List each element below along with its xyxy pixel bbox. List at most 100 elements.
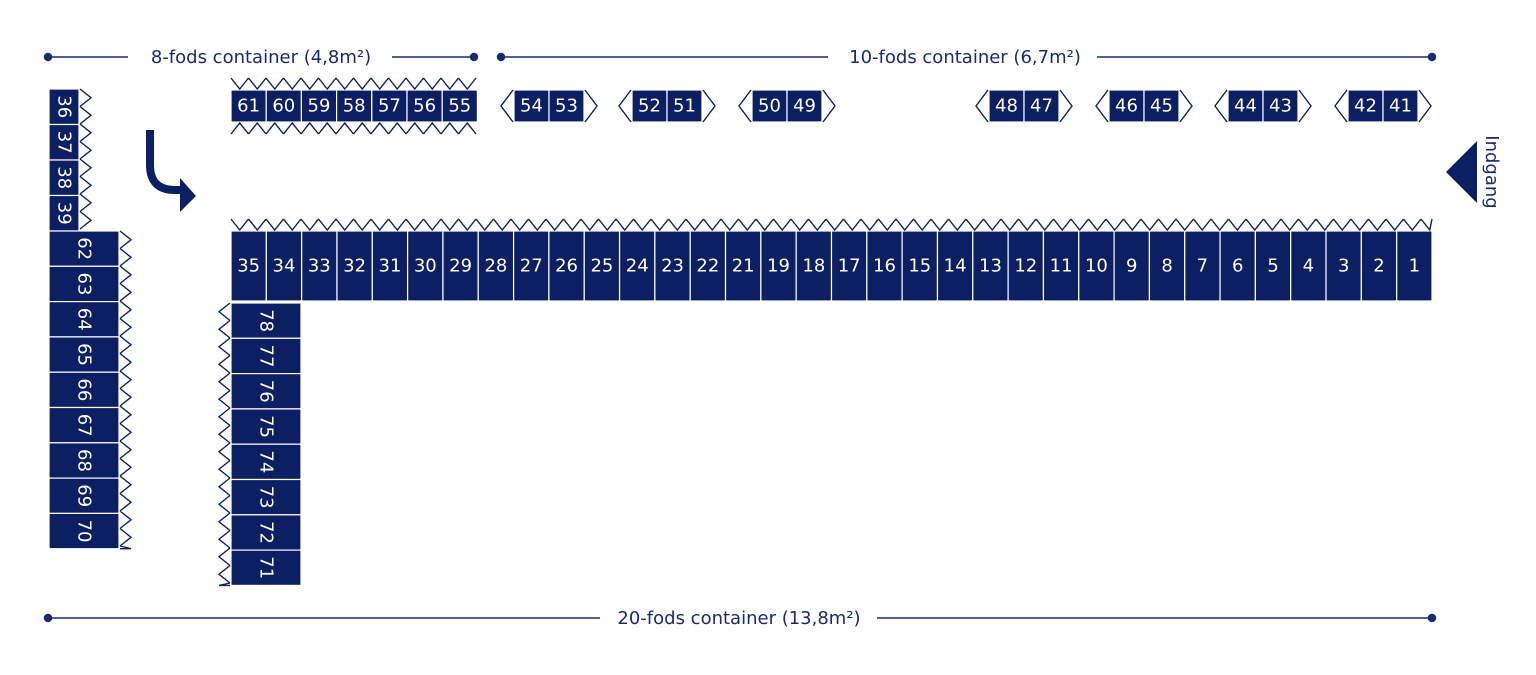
storage-unit-59[interactable]: 59 (300, 89, 338, 123)
storage-unit-69[interactable]: 69 (48, 477, 120, 515)
storage-unit-30[interactable]: 30 (407, 230, 444, 302)
unit-number: 35 (237, 256, 260, 277)
unit-number: 65 (74, 343, 95, 366)
storage-unit-14[interactable]: 14 (936, 230, 974, 302)
storage-unit-43[interactable]: 43 (1262, 89, 1299, 123)
unit-number: 75 (256, 415, 277, 438)
storage-unit-7[interactable]: 7 (1184, 230, 1221, 302)
storage-unit-71[interactable]: 71 (230, 549, 302, 586)
storage-unit-65[interactable]: 65 (48, 336, 120, 373)
storage-unit-26[interactable]: 26 (548, 230, 585, 302)
storage-unit-36[interactable]: 36 (48, 88, 80, 126)
storage-unit-23[interactable]: 23 (654, 230, 691, 302)
storage-unit-22[interactable]: 22 (689, 230, 727, 302)
storage-unit-51[interactable]: 51 (666, 89, 703, 123)
unit-number: 12 (1014, 256, 1037, 277)
storage-unit-32[interactable]: 32 (336, 230, 373, 302)
doors-pair-50-49 (738, 89, 836, 123)
storage-unit-58[interactable]: 58 (336, 89, 373, 123)
storage-unit-77[interactable]: 77 (230, 337, 302, 375)
unit-number: 23 (661, 256, 684, 277)
storage-unit-2[interactable]: 2 (1360, 230, 1398, 302)
storage-unit-18[interactable]: 18 (795, 230, 833, 302)
storage-unit-1[interactable]: 1 (1396, 230, 1433, 302)
doors-left-small (79, 88, 93, 230)
doors-left-large (119, 230, 133, 550)
unit-number: 73 (256, 486, 277, 509)
unit-number: 13 (979, 256, 1002, 277)
storage-unit-25[interactable]: 25 (583, 230, 621, 302)
unit-number: 9 (1126, 256, 1137, 277)
storage-unit-34[interactable]: 34 (265, 230, 303, 302)
storage-unit-66[interactable]: 66 (48, 371, 120, 409)
storage-unit-70[interactable]: 70 (48, 512, 120, 550)
unit-number: 57 (378, 96, 401, 117)
storage-unit-16[interactable]: 16 (866, 230, 903, 302)
storage-unit-48[interactable]: 48 (988, 89, 1025, 123)
storage-unit-72[interactable]: 72 (230, 514, 302, 551)
storage-unit-24[interactable]: 24 (618, 230, 656, 302)
storage-unit-64[interactable]: 64 (48, 301, 120, 338)
unit-number: 4 (1303, 256, 1314, 277)
unit-number: 56 (413, 96, 436, 117)
storage-unit-54[interactable]: 54 (513, 89, 550, 123)
storage-unit-45[interactable]: 45 (1143, 89, 1180, 123)
storage-unit-35[interactable]: 35 (230, 230, 267, 302)
storage-unit-47[interactable]: 47 (1023, 89, 1060, 123)
storage-unit-42[interactable]: 42 (1347, 89, 1384, 123)
storage-unit-11[interactable]: 11 (1042, 230, 1080, 302)
unit-number: 24 (626, 256, 649, 277)
storage-unit-53[interactable]: 53 (548, 89, 585, 123)
storage-unit-78[interactable]: 78 (230, 302, 302, 339)
storage-unit-56[interactable]: 56 (406, 89, 443, 123)
unit-number: 61 (237, 96, 260, 117)
storage-unit-33[interactable]: 33 (301, 230, 338, 302)
storage-unit-49[interactable]: 49 (786, 89, 823, 123)
storage-unit-50[interactable]: 50 (751, 89, 788, 123)
legend-20ft-label: 20-fods container (13,8m²) (617, 608, 860, 629)
storage-unit-57[interactable]: 57 (371, 89, 408, 123)
storage-unit-60[interactable]: 60 (265, 89, 303, 123)
storage-unit-76[interactable]: 76 (230, 373, 302, 410)
storage-unit-44[interactable]: 44 (1227, 89, 1264, 123)
storage-unit-55[interactable]: 55 (441, 89, 479, 123)
storage-unit-13[interactable]: 13 (972, 230, 1009, 302)
storage-unit-6[interactable]: 6 (1219, 230, 1256, 302)
storage-unit-8[interactable]: 8 (1148, 230, 1186, 302)
storage-unit-75[interactable]: 75 (230, 408, 302, 445)
storage-unit-19[interactable]: 19 (760, 230, 797, 302)
storage-unit-31[interactable]: 31 (371, 230, 409, 302)
storage-unit-61[interactable]: 61 (230, 89, 267, 123)
unit-number: 53 (555, 96, 578, 117)
storage-unit-21[interactable]: 21 (724, 230, 762, 302)
unit-number: 60 (272, 96, 295, 117)
unit-number: 63 (74, 272, 95, 295)
storage-unit-39[interactable]: 39 (48, 194, 80, 232)
storage-unit-10[interactable]: 10 (1078, 230, 1115, 302)
unit-number: 33 (308, 256, 331, 277)
storage-unit-63[interactable]: 63 (48, 265, 120, 303)
storage-unit-52[interactable]: 52 (631, 89, 668, 123)
storage-unit-29[interactable]: 29 (442, 230, 479, 302)
storage-unit-62[interactable]: 62 (48, 230, 120, 267)
storage-unit-9[interactable]: 9 (1113, 230, 1151, 302)
storage-unit-41[interactable]: 41 (1382, 89, 1419, 123)
storage-unit-73[interactable]: 73 (230, 478, 302, 516)
storage-unit-5[interactable]: 5 (1254, 230, 1292, 302)
storage-unit-27[interactable]: 27 (512, 230, 550, 302)
storage-unit-12[interactable]: 12 (1007, 230, 1045, 302)
storage-unit-3[interactable]: 3 (1325, 230, 1362, 302)
storage-unit-17[interactable]: 17 (830, 230, 868, 302)
storage-unit-38[interactable]: 38 (48, 159, 80, 197)
storage-unit-37[interactable]: 37 (48, 123, 80, 161)
storage-unit-4[interactable]: 4 (1290, 230, 1327, 302)
storage-unit-68[interactable]: 68 (48, 442, 120, 479)
storage-unit-46[interactable]: 46 (1108, 89, 1145, 123)
storage-unit-15[interactable]: 15 (901, 230, 939, 302)
storage-unit-74[interactable]: 74 (230, 443, 302, 481)
unit-number: 42 (1354, 96, 1377, 117)
storage-unit-67[interactable]: 67 (48, 406, 120, 444)
legend-10ft (496, 52, 1437, 62)
storage-unit-28[interactable]: 28 (477, 230, 515, 302)
